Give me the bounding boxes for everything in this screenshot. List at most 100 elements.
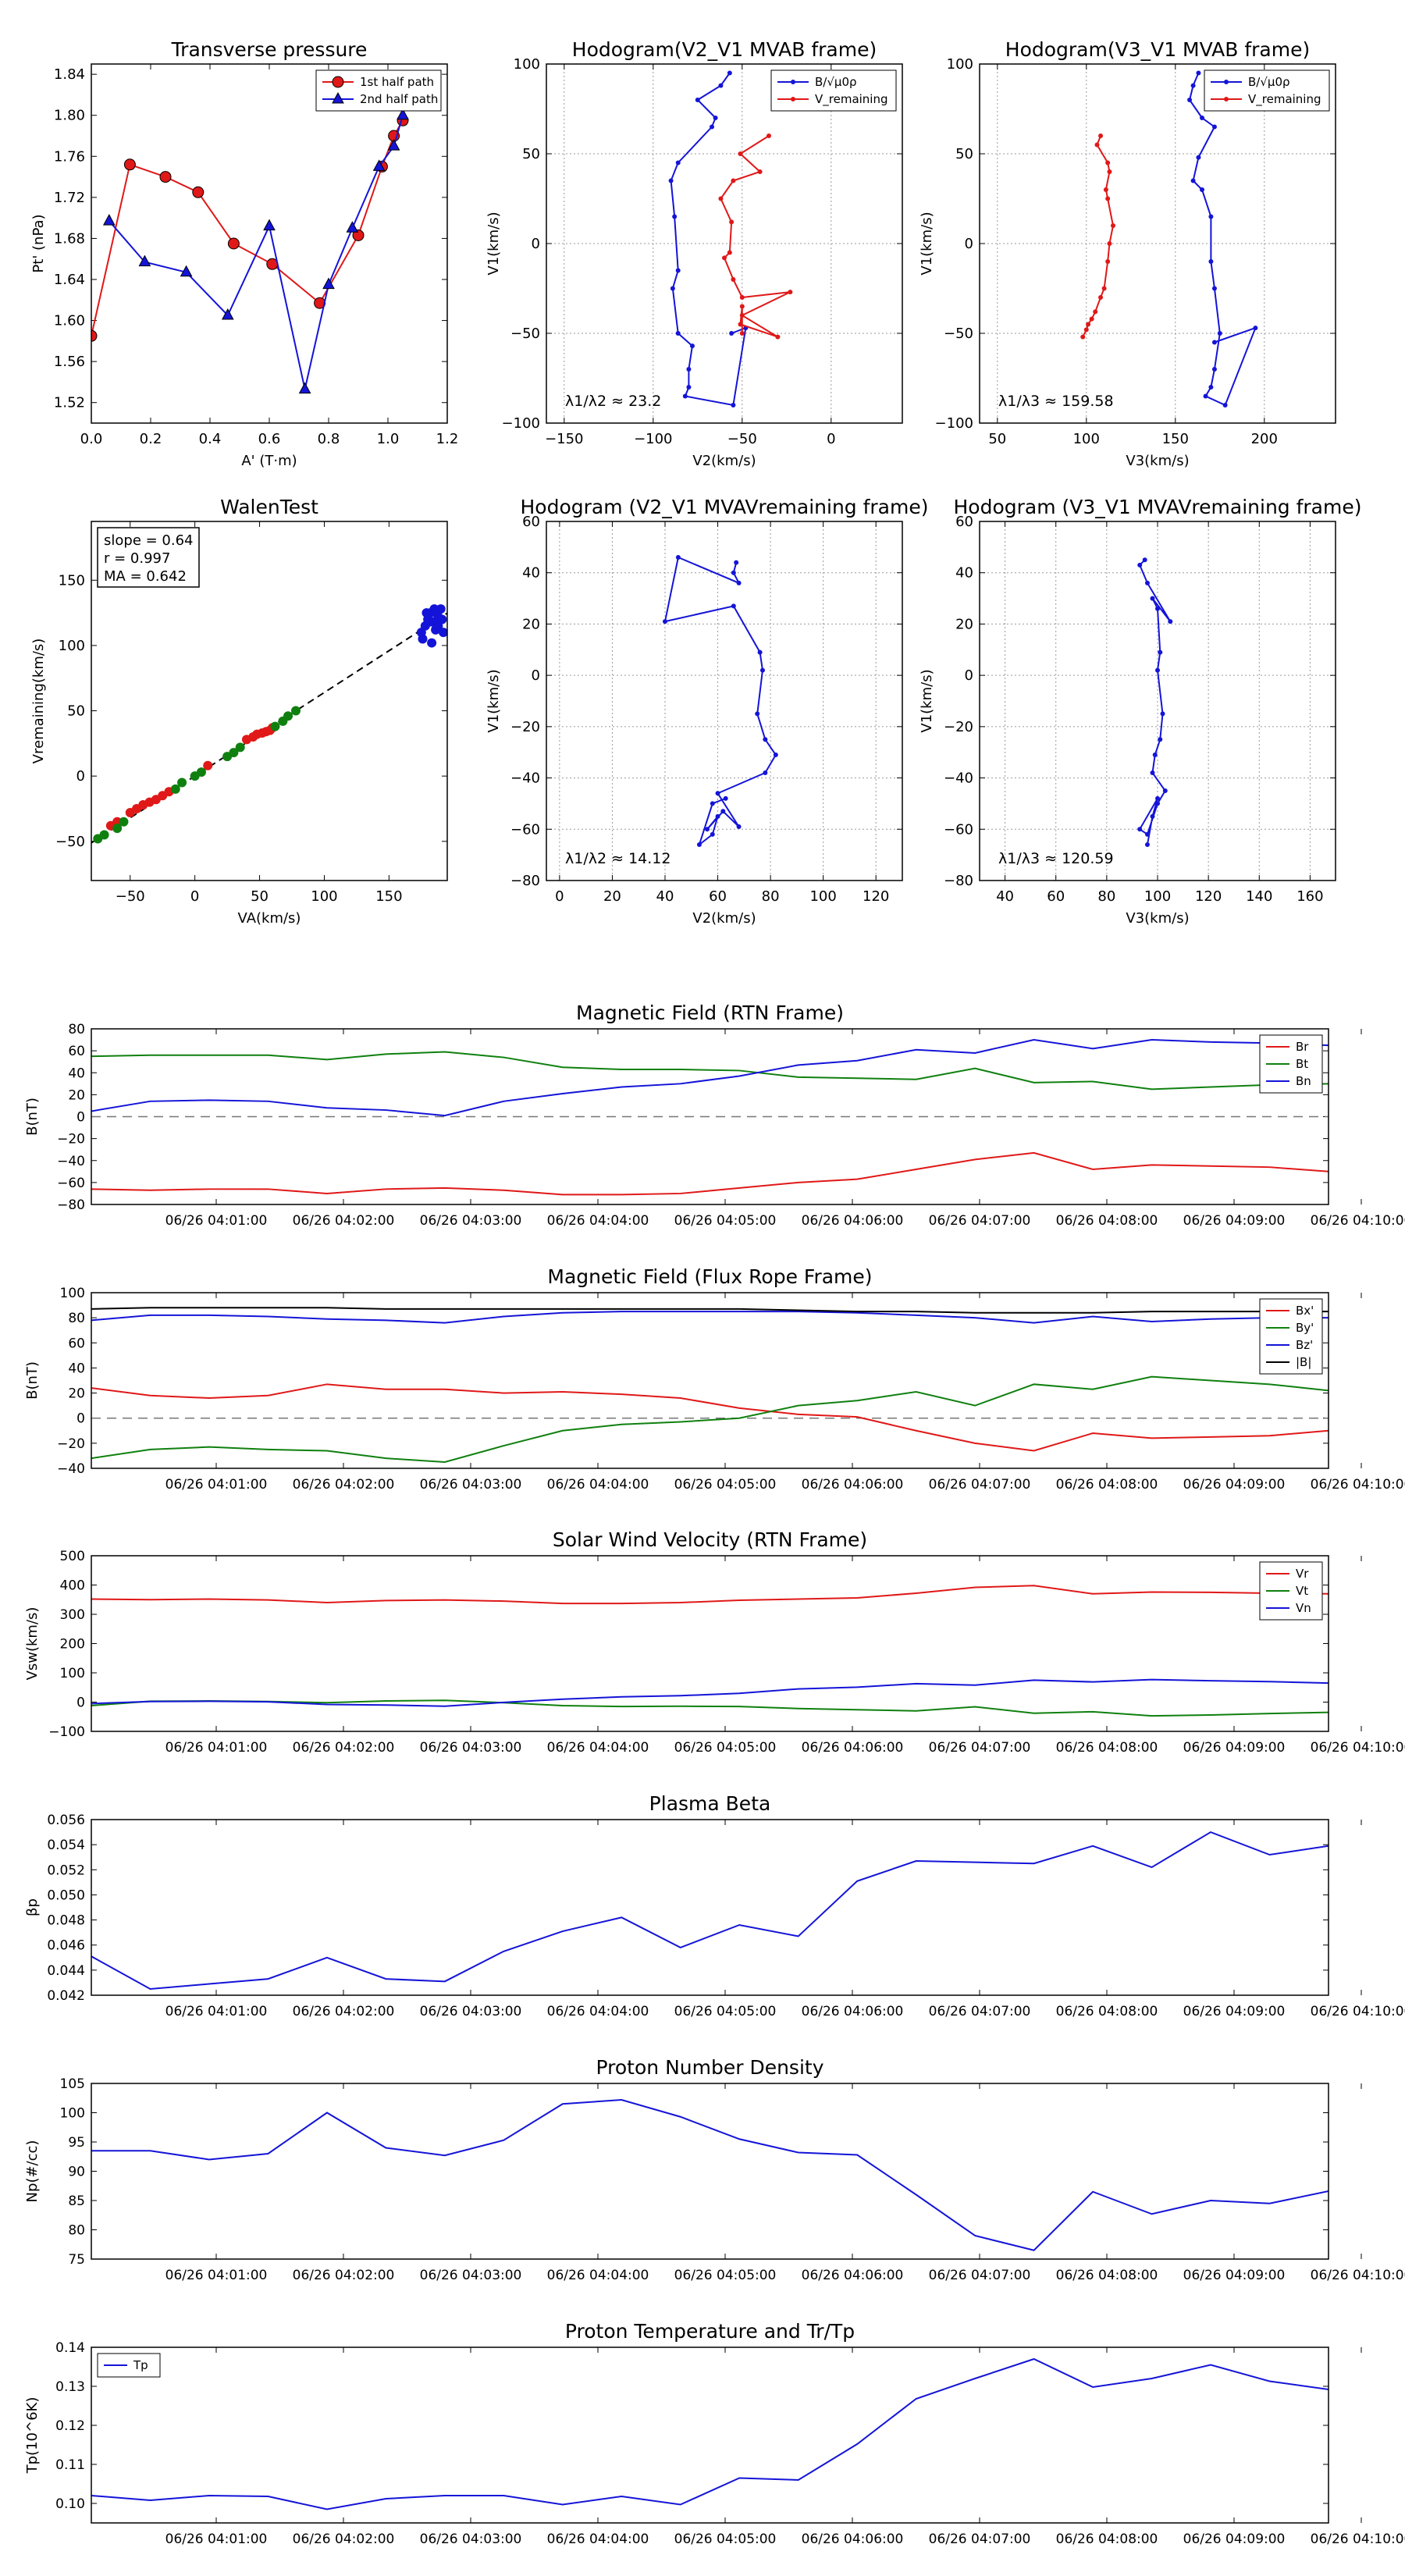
data-point: [1144, 831, 1150, 837]
data-point: [1144, 842, 1150, 847]
stats-line: MA = 0.642: [104, 568, 187, 585]
y-tick-label: 0: [965, 667, 973, 684]
chart-p7: −80 −60 −40 −20 0 20 40 60 80 06/26 04:01:00 06/26…: [24, 1002, 1405, 1229]
x-tick-label: 06/26 04:02:00: [293, 1740, 395, 1756]
plot-area: [91, 2083, 1329, 2259]
y-tick-label: −100: [502, 415, 540, 432]
legend-label: |B|: [1296, 1355, 1311, 1369]
y-axis-label: Vsw(km/s): [24, 1607, 41, 1681]
x-tick-label: 06/26 04:09:00: [1183, 2268, 1286, 2283]
y-axis-label: B(nT): [24, 1098, 41, 1136]
y-tick-label: 0.042: [47, 1988, 85, 2004]
data-point: [1105, 259, 1111, 264]
data-point: [1208, 385, 1214, 390]
plot-layer: [663, 555, 778, 847]
data-point: [1098, 295, 1104, 300]
data-point: [675, 555, 681, 560]
series-2nd-half-path: [102, 108, 409, 394]
x-tick-label: 06/26 04:08:00: [1056, 2268, 1158, 2283]
plot-area: [546, 64, 902, 423]
data-point: [1158, 737, 1163, 742]
data-point: [1150, 596, 1155, 601]
series-v-remaining: [718, 133, 793, 340]
x-axis-label: A' (T·m): [241, 453, 297, 469]
x-tick-label: 06/26 04:01:00: [165, 2532, 268, 2547]
legend-box: [770, 69, 897, 112]
chart-title: Transverse pressure: [171, 38, 368, 61]
y-tick-label: −20: [57, 1132, 85, 1147]
data-point: [672, 214, 678, 219]
chart-title: Proton Number Density: [596, 2056, 824, 2079]
data-point: [1080, 334, 1086, 340]
chart-p12: 0.10 0.11 0.12 0.13 0.14 06/26 04:01:00 06/26 …: [24, 2320, 1405, 2547]
legend-marker: [332, 76, 344, 88]
data-point: [1144, 580, 1150, 585]
y-axis-label: Vremaining(km/s): [30, 639, 47, 764]
chart-title: Proton Temperature and Tr/Tp: [565, 2320, 855, 2343]
x-tick-label: −50: [116, 888, 145, 905]
legend: 1st half path 2nd half path: [315, 69, 442, 112]
data-point: [1137, 562, 1143, 568]
x-tick-label: 0: [827, 431, 835, 447]
data-point: [112, 817, 123, 827]
data-point: [1105, 196, 1111, 201]
legend-marker: [791, 97, 795, 101]
data-point: [710, 801, 715, 806]
x-axis-label: V2(km/s): [692, 910, 756, 927]
data-point: [1211, 286, 1217, 291]
x-tick-label: 06/26 04:05:00: [674, 1740, 777, 1756]
x-tick-label: 100: [1144, 888, 1171, 905]
y-tick-label: 80: [68, 1022, 85, 1037]
series-beta: [91, 1831, 1329, 1990]
plot-layer: [91, 1307, 1329, 1463]
x-tick-label: 06/26 04:01:00: [165, 1740, 268, 1756]
data-point: [1101, 286, 1107, 291]
data-point: [1150, 770, 1155, 775]
data-point: [1211, 340, 1217, 345]
data-point: [696, 842, 702, 847]
data-point: [739, 331, 745, 336]
y-tick-label: 40: [68, 1361, 85, 1376]
y-tick-label: −100: [935, 415, 973, 432]
data-point: [663, 619, 667, 624]
data-point: [270, 721, 280, 731]
data-point: [170, 784, 180, 794]
y-tick-label: 100: [514, 56, 540, 73]
x-tick-label: 06/26 04:03:00: [420, 2004, 522, 2019]
axes-frame: [91, 521, 448, 881]
plot-area: [980, 64, 1336, 423]
data-point: [235, 742, 245, 753]
x-tick-label: 120: [1195, 888, 1222, 905]
y-axis-label: Np(#/cc): [24, 2140, 41, 2203]
data-point: [715, 791, 720, 796]
series-vr: [91, 1585, 1329, 1605]
chart-p2: −150 −100 −50 0 −100 −50 0 50 100 Hodogram(V2_V1 …: [486, 38, 903, 469]
data-point: [180, 265, 193, 277]
y-tick-label: 0: [76, 1110, 85, 1126]
data-point: [682, 393, 688, 399]
y-tick-label: 0.13: [55, 2379, 85, 2395]
y-tick-label: 60: [522, 514, 540, 530]
y-tick-label: 20: [522, 616, 540, 632]
data-point: [1208, 259, 1214, 264]
series-group-green: [93, 706, 301, 844]
x-tick-label: 06/26 04:05:00: [674, 2532, 777, 2547]
x-tick-label: 50: [251, 888, 269, 905]
legend-label: Bz': [1296, 1338, 1313, 1352]
data-point: [731, 603, 736, 609]
series-bt: [91, 1051, 1329, 1091]
y-tick-label: 1.68: [54, 230, 85, 247]
data-point: [738, 151, 743, 156]
axes-frame: [979, 521, 1336, 881]
y-tick-label: −40: [57, 1461, 85, 1477]
y-tick-label: 400: [60, 1578, 85, 1594]
y-tick-label: 1.84: [54, 66, 85, 83]
series-line: [720, 135, 791, 338]
y-tick-label: 0.046: [47, 1938, 85, 1954]
y-tick-label: 1.52: [54, 395, 85, 411]
data-point: [397, 108, 409, 120]
legend-label: 1st half path: [360, 75, 434, 89]
x-tick-label: 06/26 04:05:00: [674, 1477, 777, 1493]
